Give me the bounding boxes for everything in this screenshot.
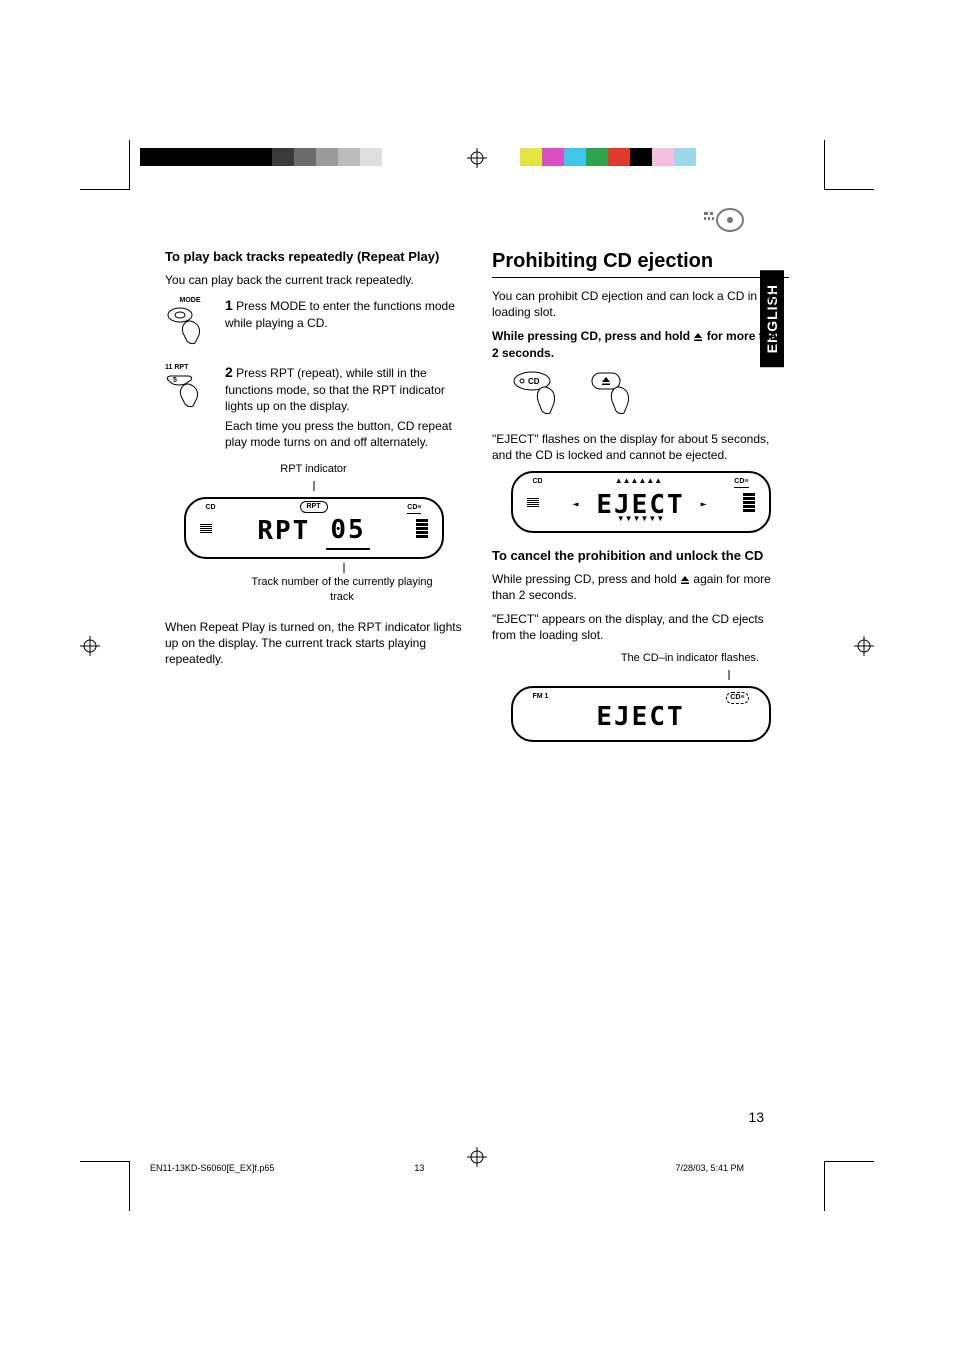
printer-colorbar-left bbox=[140, 148, 382, 166]
repeat-intro-text: You can play back the current track repe… bbox=[165, 272, 462, 288]
step-1-text: Press MODE to enter the functions mode w… bbox=[225, 299, 455, 330]
step-2-text-b: Each time you press the button, CD repea… bbox=[225, 418, 462, 450]
eject-icon bbox=[693, 332, 703, 342]
registration-mark-icon bbox=[854, 636, 874, 656]
cancel-result-text: "EJECT" appears on the display, and the … bbox=[492, 611, 789, 643]
eject-button-icon bbox=[588, 369, 644, 419]
crop-mark bbox=[80, 1161, 130, 1211]
svg-text:5: 5 bbox=[173, 377, 177, 384]
left-column: To play back tracks repeatedly (Repeat P… bbox=[165, 248, 462, 746]
lcd-display-eject-1: CD ▲▲▲▲▲▲ CD≡ ◄ EJECT ► ▼▼▼▼▼▼ bbox=[511, 471, 771, 533]
track-number-caption: Track number of the currently playing tr… bbox=[242, 575, 442, 605]
registration-mark-icon bbox=[80, 636, 100, 656]
prohibit-ejection-title: Prohibiting CD ejection bbox=[492, 248, 789, 278]
lcd-display-eject-2: FM 1 CD≡ EJECT bbox=[511, 686, 771, 742]
crop-mark bbox=[824, 140, 874, 190]
svg-text:CD: CD bbox=[528, 377, 540, 386]
compact-disc-icon bbox=[700, 208, 744, 237]
print-footer: EN11-13KD-S6060[E_EX]f.p65 13 7/28/03, 5… bbox=[150, 1163, 804, 1173]
step-number: 1 bbox=[225, 297, 233, 313]
caption-pointer-icon bbox=[184, 481, 444, 491]
right-column: Prohibiting CD ejection You can prohibit… bbox=[492, 248, 789, 746]
rpt-button-label: 11 RPT bbox=[165, 363, 215, 372]
lcd-display-rpt: CD CD≡ RPT RPT 05 bbox=[184, 497, 444, 559]
cd-button-icon: CD bbox=[512, 369, 568, 419]
step-2-text-a: Press RPT (repeat), while still in the f… bbox=[225, 366, 445, 413]
crop-mark bbox=[824, 1161, 874, 1211]
mode-button-label: MODE bbox=[165, 296, 215, 305]
prohibit-intro-text: You can prohibit CD ejection and can loc… bbox=[492, 288, 789, 320]
lcd-eject-text: EJECT bbox=[596, 700, 684, 735]
cancel-prohibition-heading: To cancel the prohibition and unlock the… bbox=[492, 547, 789, 565]
rpt-indicator-caption: RPT indicator bbox=[165, 462, 462, 477]
printer-colorbar-right bbox=[520, 148, 696, 166]
cancel-instruction: While pressing CD, press and hold again … bbox=[492, 571, 789, 603]
cd-in-flash-caption: The CD–in indicator flashes. bbox=[492, 651, 789, 666]
repeat-play-heading: To play back tracks repeatedly (Repeat P… bbox=[165, 248, 462, 266]
caption-pointer-icon bbox=[511, 670, 771, 680]
mode-button-icon bbox=[165, 305, 207, 347]
prohibit-instruction: While pressing CD, press and hold for mo… bbox=[492, 328, 789, 360]
eject-flash-text: "EJECT" flashes on the display for about… bbox=[492, 431, 789, 463]
registration-mark-icon bbox=[467, 148, 487, 168]
button-illustration-row: CD bbox=[512, 369, 789, 419]
rpt-button-icon: 5 bbox=[165, 372, 207, 414]
repeat-summary-text: When Repeat Play is turned on, the RPT i… bbox=[165, 619, 462, 668]
page-number: 13 bbox=[748, 1109, 764, 1125]
crop-mark bbox=[80, 140, 130, 190]
lcd-rpt-text: RPT bbox=[257, 514, 310, 549]
footer-date: 7/28/03, 5:41 PM bbox=[675, 1163, 744, 1173]
lcd-track-number: 05 bbox=[326, 513, 369, 550]
step-2: 11 RPT 5 2 Press RPT (repeat), while sti… bbox=[165, 363, 462, 451]
footer-filename: EN11-13KD-S6060[E_EX]f.p65 bbox=[150, 1163, 274, 1173]
footer-page: 13 bbox=[414, 1163, 424, 1173]
eject-icon bbox=[680, 575, 690, 585]
step-number: 2 bbox=[225, 364, 233, 380]
caption-pointer-icon bbox=[184, 563, 444, 573]
step-1: MODE 1 Press MODE to enter the functions… bbox=[165, 296, 462, 351]
lcd-down-arrows-icon: ▼▼▼▼▼▼ bbox=[539, 515, 743, 523]
